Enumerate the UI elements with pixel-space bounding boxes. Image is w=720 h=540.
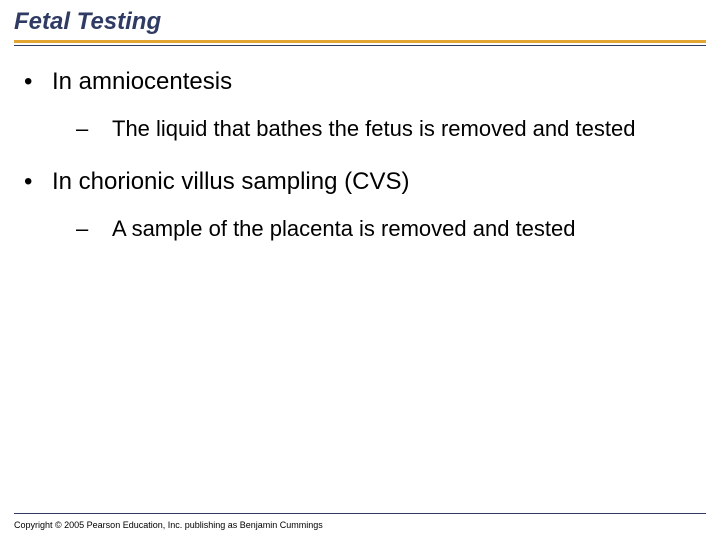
slide: Fetal Testing • In amniocentesis – The l… xyxy=(0,0,720,540)
bullet-marker: • xyxy=(24,68,52,97)
slide-title: Fetal Testing xyxy=(14,8,706,40)
bullet-level2: – The liquid that bathes the fetus is re… xyxy=(76,115,696,143)
bullet-level1: • In amniocentesis xyxy=(24,68,696,97)
sub-bullet-text: The liquid that bathes the fetus is remo… xyxy=(112,115,675,143)
copyright-text: Copyright © 2005 Pearson Education, Inc.… xyxy=(14,520,323,530)
bullet-level1: • In chorionic villus sampling (CVS) xyxy=(24,168,696,197)
dash-marker: – xyxy=(76,115,112,143)
content-area: • In amniocentesis – The liquid that bat… xyxy=(14,46,706,243)
title-block: Fetal Testing xyxy=(14,8,706,46)
title-underline-thick xyxy=(14,40,706,43)
footer-divider xyxy=(14,513,706,514)
sub-bullet-text: A sample of the placenta is removed and … xyxy=(112,215,616,243)
bullet-text: In chorionic villus sampling (CVS) xyxy=(52,168,409,197)
bullet-marker: • xyxy=(24,168,52,197)
bullet-level2: – A sample of the placenta is removed an… xyxy=(76,215,696,243)
bullet-text: In amniocentesis xyxy=(52,68,232,97)
dash-marker: – xyxy=(76,215,112,243)
